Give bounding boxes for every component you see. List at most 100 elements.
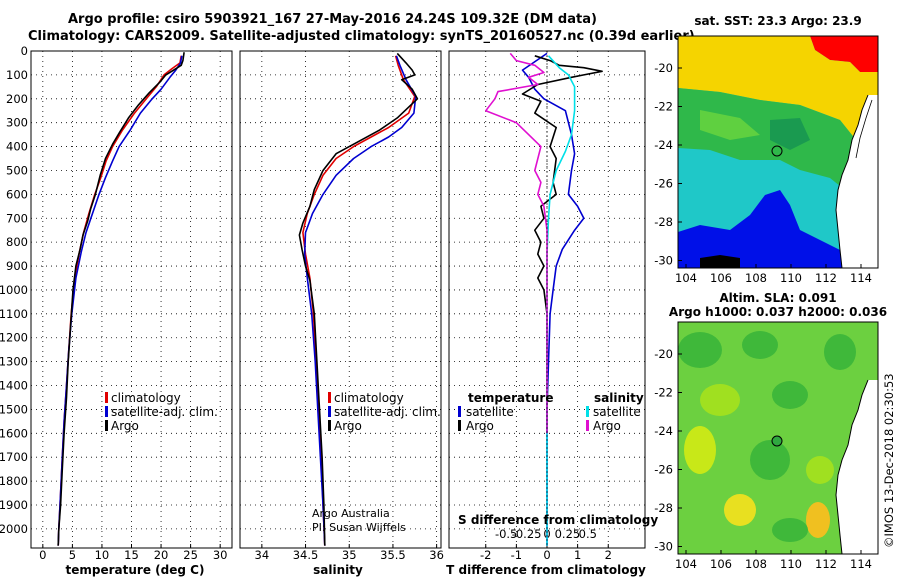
map-y-tick: -30 (654, 540, 673, 554)
map-x-tick: 112 (815, 271, 837, 285)
legend-label-s-satellite: satellite (593, 405, 641, 419)
x-tick-label: 0 (543, 548, 550, 562)
series-line-argo (298, 52, 419, 546)
y-tick-label: 700 (6, 211, 28, 225)
legend-header-temperature: temperature (468, 391, 553, 405)
y-tick-label: 600 (6, 187, 28, 201)
series-line-salinity-argo (485, 52, 548, 434)
x-tick-label: 35.5 (380, 548, 406, 562)
y-tick-label: 2000 (0, 522, 28, 536)
legend-swatch-climatology (105, 392, 108, 403)
series-line-climatology (302, 55, 416, 546)
map-x-tick: 104 (675, 557, 697, 571)
salinity-xlabel: salinity (313, 563, 363, 577)
x-tick-label: 10 (95, 548, 110, 562)
map-y-tick: -26 (654, 463, 673, 477)
legend-swatch-t-satellite (458, 406, 461, 417)
s-tick-label: 0.25 (555, 527, 581, 541)
legend-swatch-t-argo (458, 420, 461, 431)
y-tick-label: 1700 (0, 450, 28, 464)
temperature-legend: climatology satellite-adj. clim. Argo (105, 391, 218, 433)
salinity-legend: climatology satellite-adj. clim. Argo (328, 391, 441, 433)
x-tick-label: 34.5 (293, 548, 319, 562)
y-tick-label: 100 (6, 68, 28, 82)
legend-label-satellite: satellite-adj. clim. (334, 405, 441, 419)
legend-label-t-satellite: satellite (466, 405, 514, 419)
map-y-tick: -28 (654, 215, 673, 229)
s-tick-label: 0.5 (579, 527, 597, 541)
legend-label-climatology: climatology (334, 391, 404, 405)
map-y-tick: -28 (654, 501, 673, 515)
y-tick-label: 1300 (0, 355, 28, 369)
sla-map-title-line1: Altim. SLA: 0.091 (719, 291, 836, 305)
x-tick-label: 15 (124, 548, 139, 562)
argo-position-marker-sla (771, 435, 783, 447)
argo-position-marker (771, 145, 783, 157)
map-x-tick: 106 (710, 271, 732, 285)
y-tick-label: 300 (6, 116, 28, 130)
x-tick-label: 5 (69, 548, 76, 562)
series-line-temperature-satellite (521, 52, 585, 546)
series-line-argo (57, 52, 185, 546)
salinity-panel: 34 34.5 35 35.5 36 (239, 50, 444, 562)
y-tick-label: 1200 (0, 331, 28, 345)
map-y-tick: -22 (654, 386, 673, 400)
s-tick-label: -0.5 (495, 527, 517, 541)
figure-title-line2: Climatology: CARS2009. Satellite-adjuste… (28, 29, 695, 44)
legend-label-climatology: climatology (111, 391, 181, 405)
map-y-tick: -30 (654, 254, 673, 268)
x-tick-label: 34 (255, 548, 270, 562)
legend-swatch-argo (328, 420, 331, 431)
sla-map-title-line2: Argo h1000: 0.037 h2000: 0.036 (669, 305, 887, 319)
legend-swatch-satellite (328, 406, 331, 417)
map-x-tick: 110 (780, 271, 802, 285)
map-x-tick: 114 (850, 557, 872, 571)
s-tick-label: -0.25 (512, 527, 542, 541)
y-tick-label: 500 (6, 163, 28, 177)
y-tick-label: 1000 (0, 283, 28, 297)
temperature-frame (30, 50, 233, 549)
legend-label-s-argo: Argo (593, 419, 621, 433)
legend-swatch-argo (105, 420, 108, 431)
x-tick-label: 2 (605, 548, 612, 562)
x-tick-label: -2 (480, 548, 491, 562)
difference-legend: temperature salinity satellite Argo sate… (458, 391, 644, 433)
y-tick-label: 1800 (0, 474, 28, 488)
difference-xlabel: T difference from climatology (446, 563, 646, 577)
map-x-tick: 114 (850, 271, 872, 285)
legend-label-argo: Argo (334, 419, 362, 433)
map-x-tick: 108 (745, 271, 767, 285)
imos-timestamp: ©IMOS 13-Dec-2018 02:30:53 (882, 373, 896, 548)
y-tick-label: 1500 (0, 402, 28, 416)
legend-swatch-satellite (105, 406, 108, 417)
x-tick-label: 30 (213, 548, 228, 562)
x-tick-label: 1 (574, 548, 581, 562)
map-y-tick: -20 (654, 347, 673, 361)
y-tick-label: 0 (21, 44, 28, 58)
map-x-tick: 106 (710, 557, 732, 571)
legend-header-salinity: salinity (594, 391, 644, 405)
map-y-tick: -24 (654, 138, 673, 152)
legend-swatch-s-argo (586, 420, 589, 431)
legend-label-argo: Argo (111, 419, 139, 433)
sla-map-frame (677, 321, 879, 555)
legend-swatch-climatology (328, 392, 331, 403)
y-tick-label: 1600 (0, 426, 28, 440)
map-x-tick: 110 (780, 557, 802, 571)
x-tick-label: 36 (429, 548, 444, 562)
sst-map-frame (677, 35, 879, 269)
x-tick-label: 0 (39, 548, 46, 562)
y-tick-label: 800 (6, 235, 28, 249)
y-tick-label: 1900 (0, 498, 28, 512)
x-tick-label: -1 (511, 548, 522, 562)
credit-line2: PI: Susan Wijffels (312, 521, 406, 534)
map-y-tick: -22 (654, 100, 673, 114)
legend-label-t-argo: Argo (466, 419, 494, 433)
difference-panel: -2 -1 0 1 2-0.5-0.25 0 0.250.5 (448, 50, 646, 562)
y-tick-label: 400 (6, 140, 28, 154)
map-x-tick: 104 (675, 271, 697, 285)
x-tick-label: 20 (154, 548, 169, 562)
sst-map (678, 36, 878, 268)
